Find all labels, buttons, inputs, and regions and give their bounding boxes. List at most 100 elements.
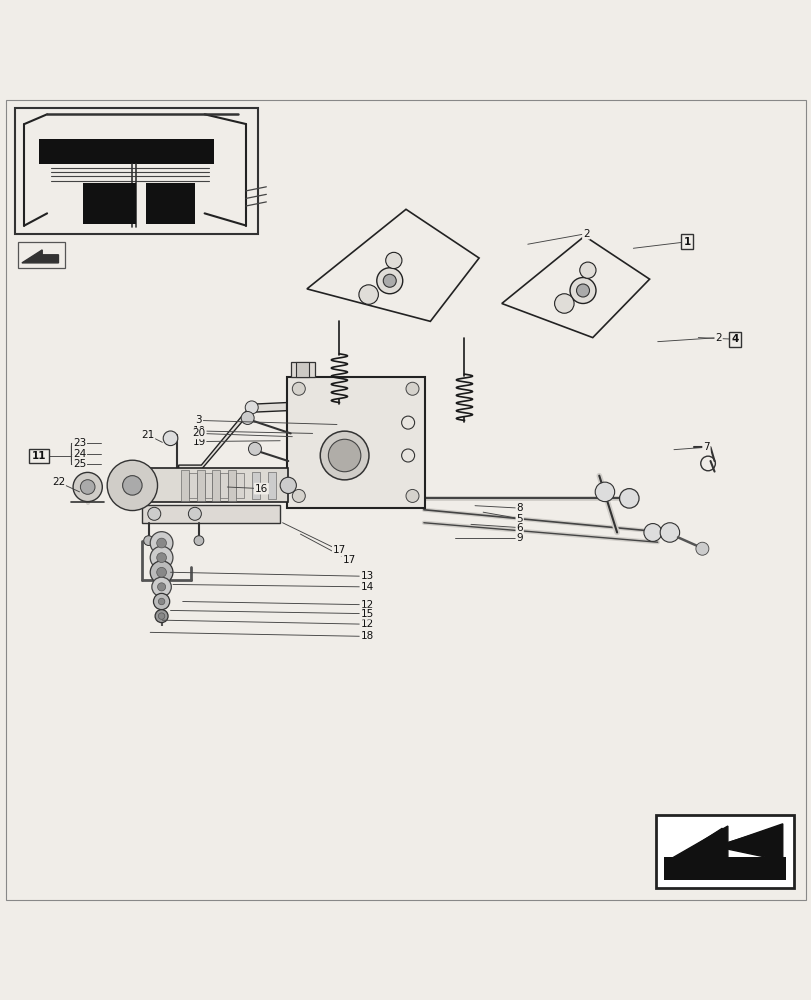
Circle shape xyxy=(163,431,178,446)
Bar xyxy=(39,139,214,164)
Circle shape xyxy=(157,583,165,591)
Text: 10: 10 xyxy=(192,426,205,436)
Bar xyxy=(235,473,243,498)
Circle shape xyxy=(376,268,402,294)
Circle shape xyxy=(107,460,157,511)
Circle shape xyxy=(194,536,204,545)
Circle shape xyxy=(554,294,573,313)
Circle shape xyxy=(157,538,166,548)
Bar xyxy=(189,473,196,498)
Circle shape xyxy=(358,285,378,304)
Text: 14: 14 xyxy=(360,582,373,592)
Bar xyxy=(142,505,280,523)
Circle shape xyxy=(148,507,161,520)
Bar xyxy=(655,815,793,888)
Bar xyxy=(83,183,136,224)
Bar xyxy=(228,470,235,501)
Bar xyxy=(196,470,204,501)
Circle shape xyxy=(155,610,168,623)
Text: 21: 21 xyxy=(141,430,154,440)
Polygon shape xyxy=(668,826,780,865)
Circle shape xyxy=(579,262,595,278)
Polygon shape xyxy=(307,209,478,321)
Text: 17: 17 xyxy=(342,555,355,565)
Bar xyxy=(15,108,258,234)
Text: 11: 11 xyxy=(32,451,46,461)
Circle shape xyxy=(406,382,418,395)
Text: 13: 13 xyxy=(360,571,373,581)
Circle shape xyxy=(248,442,261,455)
Circle shape xyxy=(144,536,153,545)
Polygon shape xyxy=(501,236,649,338)
Circle shape xyxy=(150,546,173,569)
Text: 7: 7 xyxy=(702,442,709,452)
Polygon shape xyxy=(22,250,58,263)
Bar xyxy=(220,473,228,498)
Circle shape xyxy=(152,577,171,597)
Bar xyxy=(18,242,65,268)
Bar xyxy=(663,857,785,880)
Polygon shape xyxy=(178,403,286,473)
Text: 25: 25 xyxy=(73,459,86,469)
Bar xyxy=(663,860,785,880)
Circle shape xyxy=(695,542,708,555)
Text: 16: 16 xyxy=(255,484,268,494)
Text: 19: 19 xyxy=(192,437,205,447)
Bar xyxy=(146,183,195,224)
Bar xyxy=(665,823,783,878)
Bar xyxy=(251,472,260,499)
Polygon shape xyxy=(670,824,782,860)
Circle shape xyxy=(594,482,614,502)
Text: 15: 15 xyxy=(360,609,373,619)
Bar xyxy=(204,473,212,498)
Circle shape xyxy=(80,480,95,494)
Circle shape xyxy=(158,613,165,619)
Bar xyxy=(126,468,288,502)
Circle shape xyxy=(569,278,595,303)
Circle shape xyxy=(241,411,254,424)
Text: 2: 2 xyxy=(582,229,589,239)
Text: 9: 9 xyxy=(516,533,522,543)
Circle shape xyxy=(292,489,305,502)
Text: 12: 12 xyxy=(360,619,373,629)
Text: 23: 23 xyxy=(73,438,86,448)
Circle shape xyxy=(659,523,679,542)
Text: 18: 18 xyxy=(360,631,373,641)
Circle shape xyxy=(188,507,201,520)
Circle shape xyxy=(619,489,638,508)
Text: 1: 1 xyxy=(683,237,689,247)
Bar xyxy=(268,472,276,499)
Text: 17: 17 xyxy=(333,545,345,555)
Text: 24: 24 xyxy=(73,449,86,459)
Circle shape xyxy=(328,439,360,472)
Text: 2: 2 xyxy=(714,333,721,343)
Circle shape xyxy=(150,561,173,584)
Circle shape xyxy=(576,284,589,297)
Circle shape xyxy=(406,489,418,502)
Circle shape xyxy=(385,252,401,269)
Bar xyxy=(212,470,220,501)
Text: 6: 6 xyxy=(516,523,522,533)
Text: 20: 20 xyxy=(192,428,205,438)
Bar xyxy=(286,377,424,508)
Circle shape xyxy=(292,382,305,395)
Circle shape xyxy=(383,274,396,287)
Circle shape xyxy=(158,598,165,605)
Circle shape xyxy=(122,476,142,495)
Circle shape xyxy=(157,553,166,563)
Text: 12: 12 xyxy=(360,600,373,610)
Circle shape xyxy=(320,431,368,480)
Circle shape xyxy=(157,567,166,577)
Circle shape xyxy=(643,524,661,541)
Text: 4: 4 xyxy=(730,334,738,344)
Bar xyxy=(290,362,315,377)
Circle shape xyxy=(153,593,169,610)
Bar xyxy=(181,470,189,501)
Text: 5: 5 xyxy=(516,514,522,524)
Text: 22: 22 xyxy=(52,477,65,487)
Bar xyxy=(296,362,309,377)
Circle shape xyxy=(150,532,173,554)
Text: 8: 8 xyxy=(516,503,522,513)
Circle shape xyxy=(245,401,258,414)
Text: 3: 3 xyxy=(195,415,202,425)
